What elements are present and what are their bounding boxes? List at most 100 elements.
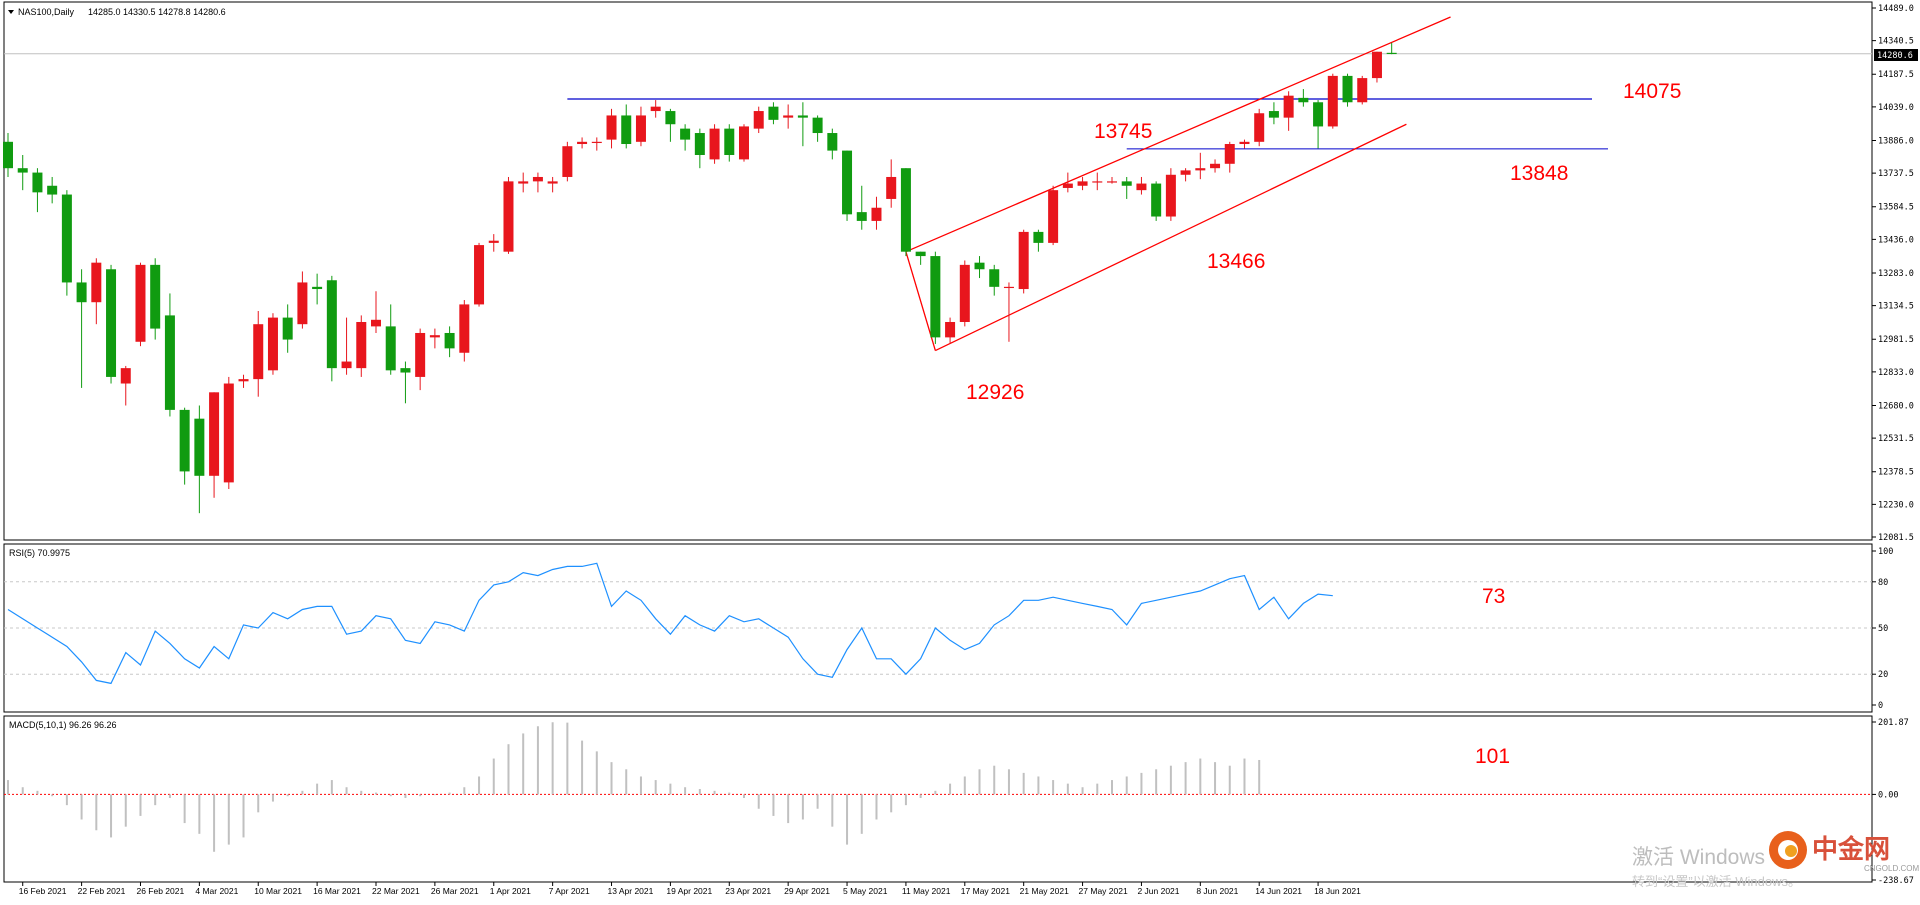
macd-tick-label: 201.87: [1878, 718, 1909, 728]
candle-body: [562, 146, 573, 177]
candle-body: [886, 176, 897, 199]
rsi-tick-label: 100: [1878, 547, 1893, 557]
date-tick-label: 23 Apr 2021: [725, 886, 771, 896]
candle-body: [47, 185, 58, 195]
candle-body: [930, 256, 941, 338]
candle-body: [429, 335, 440, 338]
candle-body: [1107, 181, 1117, 183]
candle-body: [164, 315, 175, 410]
candle-body: [915, 251, 926, 257]
candle-body: [1077, 181, 1088, 186]
current-price-tag: [1874, 49, 1918, 61]
annotation-channel-low: 13466: [1207, 250, 1265, 273]
candle-body: [120, 368, 131, 384]
candle-body: [135, 264, 146, 342]
date-tick-label: 26 Feb 2021: [136, 886, 184, 896]
cngold-logo-text: 中金网: [1812, 834, 1890, 864]
candle-body: [1313, 102, 1324, 127]
candle-body: [827, 133, 838, 151]
candle-body: [547, 181, 558, 184]
candle-body: [1121, 181, 1132, 186]
date-axis: 16 Feb 2021 22 Feb 2021 26 Feb 2021 4 Mar 2…: [19, 882, 1361, 896]
candle-body: [400, 368, 411, 373]
date-tick-label: 10 Mar 2021: [254, 886, 302, 896]
candle-body: [106, 269, 117, 377]
channel-upper-line: [905, 16, 1451, 253]
annotation-resistance: 14075: [1623, 80, 1681, 103]
candle-body: [1180, 170, 1191, 175]
ohlc-values: 14285.0 14330.5 14278.8 14280.6: [88, 7, 226, 17]
candle-body: [871, 207, 882, 221]
price-tick-label: 13584.5: [1878, 203, 1914, 213]
candle-body: [842, 150, 853, 215]
candle-body: [1048, 190, 1059, 243]
candle-body: [959, 264, 970, 322]
candle-body: [665, 111, 676, 125]
candle-body: [856, 212, 867, 221]
symbol-timeframe: NAS100,Daily: [18, 7, 75, 17]
annotation-support: 13848: [1510, 162, 1568, 185]
candle-body: [223, 383, 234, 483]
cngold-logo-subtext: CNGOLD.COM: [1864, 864, 1919, 873]
candle-body: [1165, 174, 1176, 217]
candle-body: [621, 115, 632, 145]
date-tick-label: 21 May 2021: [1020, 886, 1069, 896]
price-tick-label: 14187.5: [1878, 70, 1914, 80]
date-tick-label: 22 Mar 2021: [372, 886, 420, 896]
candle-body: [1062, 183, 1073, 188]
date-tick-label: 29 Apr 2021: [784, 886, 830, 896]
candle-body: [989, 269, 1000, 287]
candle-body: [312, 286, 323, 290]
candle-body: [1254, 113, 1265, 142]
candle-body: [267, 317, 278, 371]
price-tick-label: 12081.5: [1878, 533, 1914, 543]
date-tick-label: 1 Apr 2021: [490, 886, 531, 896]
candle-body: [61, 194, 72, 283]
price-tick-label: 13737.5: [1878, 169, 1914, 179]
candle-body: [459, 304, 470, 353]
candle-body: [209, 392, 220, 476]
rsi-tick-label: 0: [1878, 701, 1883, 711]
price-tick-label: 12833.0: [1878, 368, 1914, 378]
price-tick-label: 12531.5: [1878, 434, 1914, 444]
annotation-channel-top: 13745: [1094, 120, 1152, 143]
candle-body: [1210, 163, 1221, 169]
candle-body: [356, 321, 367, 369]
candle-body: [768, 106, 779, 120]
candle-body: [76, 282, 87, 303]
candle-body: [709, 128, 720, 160]
candle-body: [1003, 286, 1014, 289]
cngold-logo-core-icon: [1785, 845, 1797, 857]
price-axis: 14489.0 14340.5 14187.5 14039.0 13886.0 13737…: [1872, 4, 1914, 886]
candle-body: [371, 319, 381, 327]
candle-body: [253, 324, 264, 380]
candle-body: [1151, 183, 1162, 217]
candle-body: [194, 418, 205, 476]
candle-body: [1033, 231, 1044, 243]
macd-tick-label: 0.00: [1878, 790, 1898, 800]
symbol-menu-arrow-icon[interactable]: [8, 10, 14, 14]
candle-body: [3, 141, 13, 169]
annotation-macd-value: 101: [1475, 745, 1510, 768]
candle-body: [518, 181, 529, 184]
candle-body: [1371, 51, 1382, 79]
date-tick-label: 5 May 2021: [843, 886, 888, 896]
candle-body: [1092, 181, 1103, 183]
rsi-tick-label: 50: [1878, 624, 1888, 634]
candle-body: [1298, 97, 1309, 103]
price-tick-label: 13886.0: [1878, 136, 1914, 146]
date-tick-label: 4 Mar 2021: [195, 886, 238, 896]
annotation-rsi-value: 73: [1482, 585, 1505, 608]
candle-body: [1283, 95, 1294, 118]
date-tick-label: 8 Jun 2021: [1196, 886, 1238, 896]
date-tick-label: 16 Feb 2021: [19, 886, 67, 896]
price-tick-label: 13134.5: [1878, 302, 1914, 312]
candle-body: [444, 332, 455, 349]
candle-body: [694, 133, 705, 155]
macd-layer: [4, 722, 1872, 852]
macd-label: MACD(5,10,1) 96.26 96.26: [9, 720, 117, 730]
price-tick-label: 13436.0: [1878, 235, 1914, 245]
macd-panel-frame: [3, 715, 1873, 883]
rsi-panel-frame: [3, 543, 1873, 713]
